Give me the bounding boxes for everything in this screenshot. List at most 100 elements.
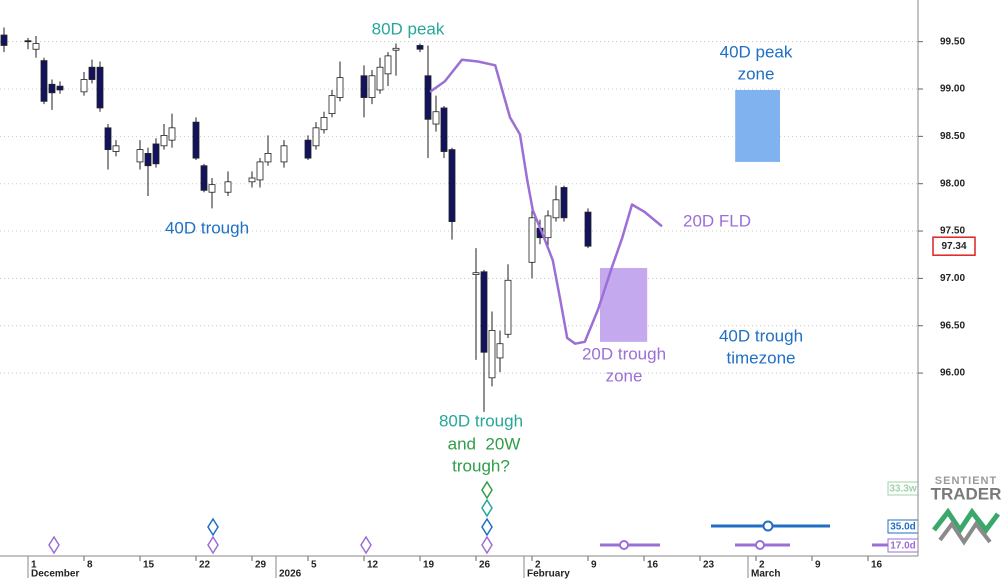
logo: SENTIENT TRADER <box>931 475 1002 546</box>
candle-body <box>256 161 264 181</box>
x-tick-label: 26 <box>479 560 491 571</box>
fld-line <box>429 58 663 345</box>
candle-body <box>440 107 448 152</box>
diamond <box>481 535 493 555</box>
candle-body <box>144 153 152 167</box>
annotation: timezone <box>727 348 796 367</box>
candle-body <box>472 272 480 276</box>
candle-body <box>32 43 40 50</box>
x-tick-label: 5 <box>311 560 317 571</box>
candle-body <box>336 77 344 98</box>
candle-body <box>504 279 512 335</box>
candle-body <box>496 343 504 359</box>
x-tick-label: 9 <box>815 560 821 571</box>
month-label: February <box>527 569 570 579</box>
cycle-tag: 35.0d <box>890 522 916 533</box>
candle-body <box>544 215 552 239</box>
candle-body <box>384 55 392 75</box>
last-price-box <box>932 236 976 256</box>
axes: 96.00 96.50 97.00 97.50 98.00 98.50 99.00 99.50… <box>27 36 976 579</box>
logo-mark <box>932 507 1000 535</box>
x-tick-label: 16 <box>647 560 659 571</box>
cycle-bars <box>600 520 888 550</box>
candle-body <box>552 199 560 219</box>
candle-body <box>560 187 568 219</box>
candle-body <box>24 40 32 43</box>
candle-body <box>136 149 144 163</box>
x-tick-label: 9 <box>591 560 597 571</box>
logo-text: SENTIENT <box>935 475 997 487</box>
candle-body <box>160 135 168 147</box>
candle-body <box>320 117 328 131</box>
month-label: 2026 <box>279 569 302 579</box>
candle-body <box>424 75 432 120</box>
cycle-tag: 33.3w <box>889 484 916 495</box>
candle-body <box>328 95 336 115</box>
logo-mark <box>938 520 992 546</box>
zone-label: 40D peak <box>720 42 793 61</box>
candle-body <box>168 127 176 141</box>
annotation: and 20W <box>448 434 521 453</box>
annotation: 80D peak <box>372 19 445 38</box>
cycle-dot <box>762 520 774 532</box>
candle-body <box>360 75 368 98</box>
y-tick-label: 97.50 <box>940 226 965 237</box>
cycle-dot <box>619 540 629 550</box>
fld-label: 20D FLD <box>683 211 751 230</box>
month-label: March <box>751 569 780 579</box>
y-tick-label: 96.00 <box>940 368 965 379</box>
annotation: trough? <box>452 456 510 475</box>
zone-label: zone <box>606 366 643 385</box>
candle-body <box>264 153 272 163</box>
candle-body <box>584 211 592 247</box>
candle-body <box>200 165 208 191</box>
cycle-tag: 17.0d <box>890 541 916 552</box>
diamond <box>360 535 372 555</box>
annotation: 40D trough <box>719 326 803 345</box>
diamond <box>48 535 60 555</box>
cycle-dot <box>755 540 765 550</box>
x-tick-label: 19 <box>423 560 435 571</box>
x-tick-label: 22 <box>199 560 211 571</box>
candle-body <box>280 145 288 163</box>
candle-body <box>152 143 160 165</box>
diamond <box>481 498 493 518</box>
candle-body <box>40 60 48 102</box>
zone-label: 20D trough <box>582 344 666 363</box>
x-tick-label: 2 <box>535 560 541 571</box>
y-tick-label: 99.00 <box>940 84 965 95</box>
candle-body <box>488 330 496 379</box>
candle-body <box>88 66 96 80</box>
candle-body <box>448 149 456 222</box>
diamond <box>481 480 493 500</box>
candle-body <box>208 184 216 193</box>
diamond <box>207 517 219 537</box>
y-tick-label: 99.50 <box>940 36 965 47</box>
candle-body <box>376 66 384 91</box>
candle-body <box>304 139 312 159</box>
x-tick-label: 1 <box>31 560 37 571</box>
candle-body <box>480 271 488 353</box>
candle-body <box>48 83 56 94</box>
candle-body <box>248 177 256 183</box>
candle-body <box>192 121 200 159</box>
candle-body <box>96 66 104 109</box>
cycle-tags: 33.3w 35.0d 17.0d <box>887 481 919 553</box>
candle-body <box>312 127 320 147</box>
candle-body <box>392 47 400 51</box>
candle-body <box>528 217 536 263</box>
candles <box>0 27 592 412</box>
logo-text: TRADER <box>931 484 1002 503</box>
diamond <box>207 535 219 555</box>
y-tick-label: 96.50 <box>940 320 965 331</box>
zone <box>735 89 780 162</box>
candle-body <box>432 111 440 125</box>
x-tick-label: 29 <box>255 560 267 571</box>
y-tick-label: 97.00 <box>940 273 965 284</box>
y-tick-label: 98.00 <box>940 178 965 189</box>
x-tick-label: 15 <box>143 560 155 571</box>
candle-body <box>368 75 376 98</box>
last-price-label: 97.34 <box>941 241 966 252</box>
